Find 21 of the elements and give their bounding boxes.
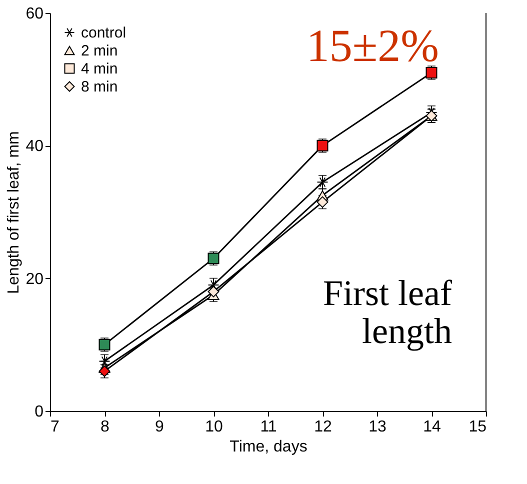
x-tick-label: 9: [155, 418, 164, 436]
legend-label: 4 min: [81, 60, 118, 78]
x-tick-label: 8: [100, 418, 110, 436]
x-tick-label: 12: [314, 418, 332, 436]
x-tick-label: 7: [50, 418, 60, 436]
annotation: First leaf length: [323, 273, 452, 351]
y-tick-label: 0: [34, 404, 44, 420]
x-tick-label: 11: [260, 418, 277, 436]
x-tick-label: 15: [468, 418, 487, 436]
x-tick-label: 10: [205, 418, 223, 436]
legend-label: 2 min: [81, 42, 118, 60]
annotation: 15±2%: [306, 20, 439, 71]
y-tick-label: 40: [26, 138, 44, 156]
legend-label: 8 min: [81, 78, 118, 96]
x-axis-title: Time, days: [230, 438, 308, 456]
legend-label: control: [81, 24, 126, 42]
x-tick-label: 13: [368, 418, 386, 436]
y-axis-title: Length of first leaf, mm: [6, 131, 23, 294]
y-tick-label: 20: [26, 270, 44, 288]
y-tick-label: 60: [26, 6, 44, 22]
x-tick-label: 14: [423, 418, 441, 436]
